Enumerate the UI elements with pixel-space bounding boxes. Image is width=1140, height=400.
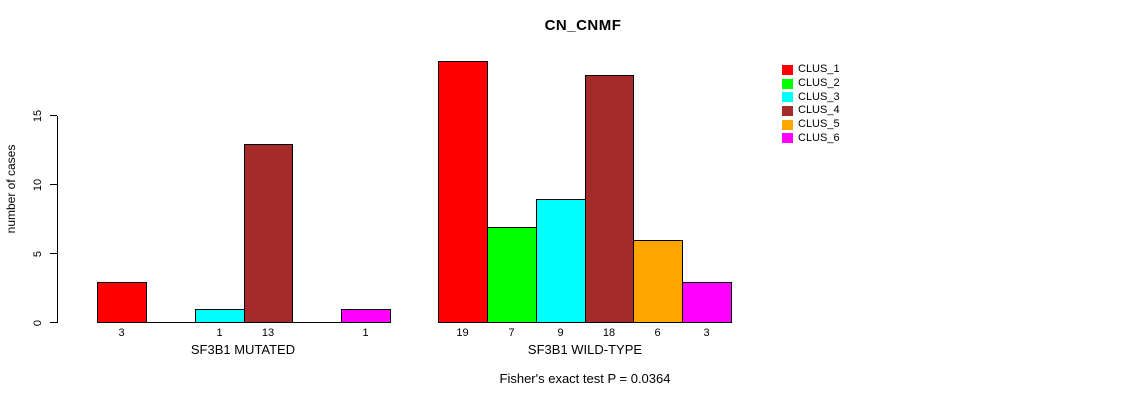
bar-clus_4 bbox=[585, 75, 634, 323]
caption-fishers-test: Fisher's exact test P = 0.0364 bbox=[499, 371, 671, 386]
y-axis-tick-label: 15 bbox=[32, 109, 44, 122]
bar-clus_3 bbox=[536, 199, 586, 323]
y-axis-title: number of cases bbox=[4, 144, 18, 234]
y-axis-tick bbox=[50, 253, 57, 254]
bar-clus_6 bbox=[682, 282, 732, 323]
bar-value-label: 13 bbox=[261, 327, 275, 339]
legend-entry: CLUS_2 bbox=[782, 77, 840, 91]
bar-clus_5 bbox=[633, 240, 683, 323]
bar-clus_1 bbox=[97, 282, 147, 323]
y-axis-line bbox=[57, 116, 58, 323]
legend-swatch-clus_6 bbox=[782, 133, 793, 144]
legend-label: CLUS_3 bbox=[798, 90, 840, 103]
legend-swatch-clus_1 bbox=[782, 64, 793, 75]
legend-label: CLUS_1 bbox=[798, 63, 840, 76]
bar-value-label: 18 bbox=[602, 327, 616, 339]
chart-title: CN_CNMF bbox=[544, 17, 622, 34]
legend-entry: CLUS_6 bbox=[782, 131, 840, 145]
legend-entry: CLUS_3 bbox=[782, 90, 840, 104]
bar-clus_6 bbox=[341, 309, 391, 323]
bar-value-label: 9 bbox=[557, 327, 564, 339]
legend-swatch-clus_4 bbox=[782, 105, 793, 116]
y-axis-tick bbox=[50, 115, 57, 116]
y-axis-tick-label: 0 bbox=[32, 319, 44, 326]
bar-clus_4 bbox=[244, 144, 293, 323]
y-axis-tick-label: 5 bbox=[32, 250, 44, 257]
legend-swatch-clus_5 bbox=[782, 119, 793, 130]
y-axis-tick-label: 10 bbox=[32, 178, 44, 191]
y-axis-tick bbox=[50, 184, 57, 185]
group-label-sf3b1-mutated: SF3B1 MUTATED bbox=[190, 342, 296, 357]
legend-label: CLUS_2 bbox=[798, 77, 840, 90]
bar-clus_2 bbox=[487, 227, 537, 323]
bar-value-label: 1 bbox=[362, 327, 369, 339]
bar-value-label: 1 bbox=[216, 327, 223, 339]
bar-clus_3 bbox=[195, 309, 245, 323]
group-label-sf3b1-wild-type: SF3B1 WILD-TYPE bbox=[527, 342, 643, 357]
bar-value-label: 19 bbox=[456, 327, 469, 339]
legend-swatch-clus_2 bbox=[782, 78, 793, 89]
legend-label: CLUS_5 bbox=[798, 118, 840, 131]
legend-label: CLUS_6 bbox=[798, 131, 840, 144]
bar-value-label: 3 bbox=[703, 327, 710, 339]
legend-entry: CLUS_4 bbox=[782, 104, 840, 118]
bar-value-label: 6 bbox=[654, 327, 661, 339]
bar-clus_1 bbox=[438, 61, 488, 323]
legend-entry: CLUS_5 bbox=[782, 118, 840, 132]
bar-value-label: 7 bbox=[508, 327, 515, 339]
bar-value-label: 3 bbox=[118, 327, 125, 339]
y-axis-tick bbox=[50, 322, 57, 323]
legend-swatch-clus_3 bbox=[782, 92, 793, 103]
legend-entry: CLUS_1 bbox=[782, 63, 840, 77]
legend-label: CLUS_4 bbox=[798, 104, 840, 117]
legend: CLUS_1 CLUS_2 CLUS_3 CLUS_4 CLUS_5 CLUS_6 bbox=[782, 63, 840, 145]
